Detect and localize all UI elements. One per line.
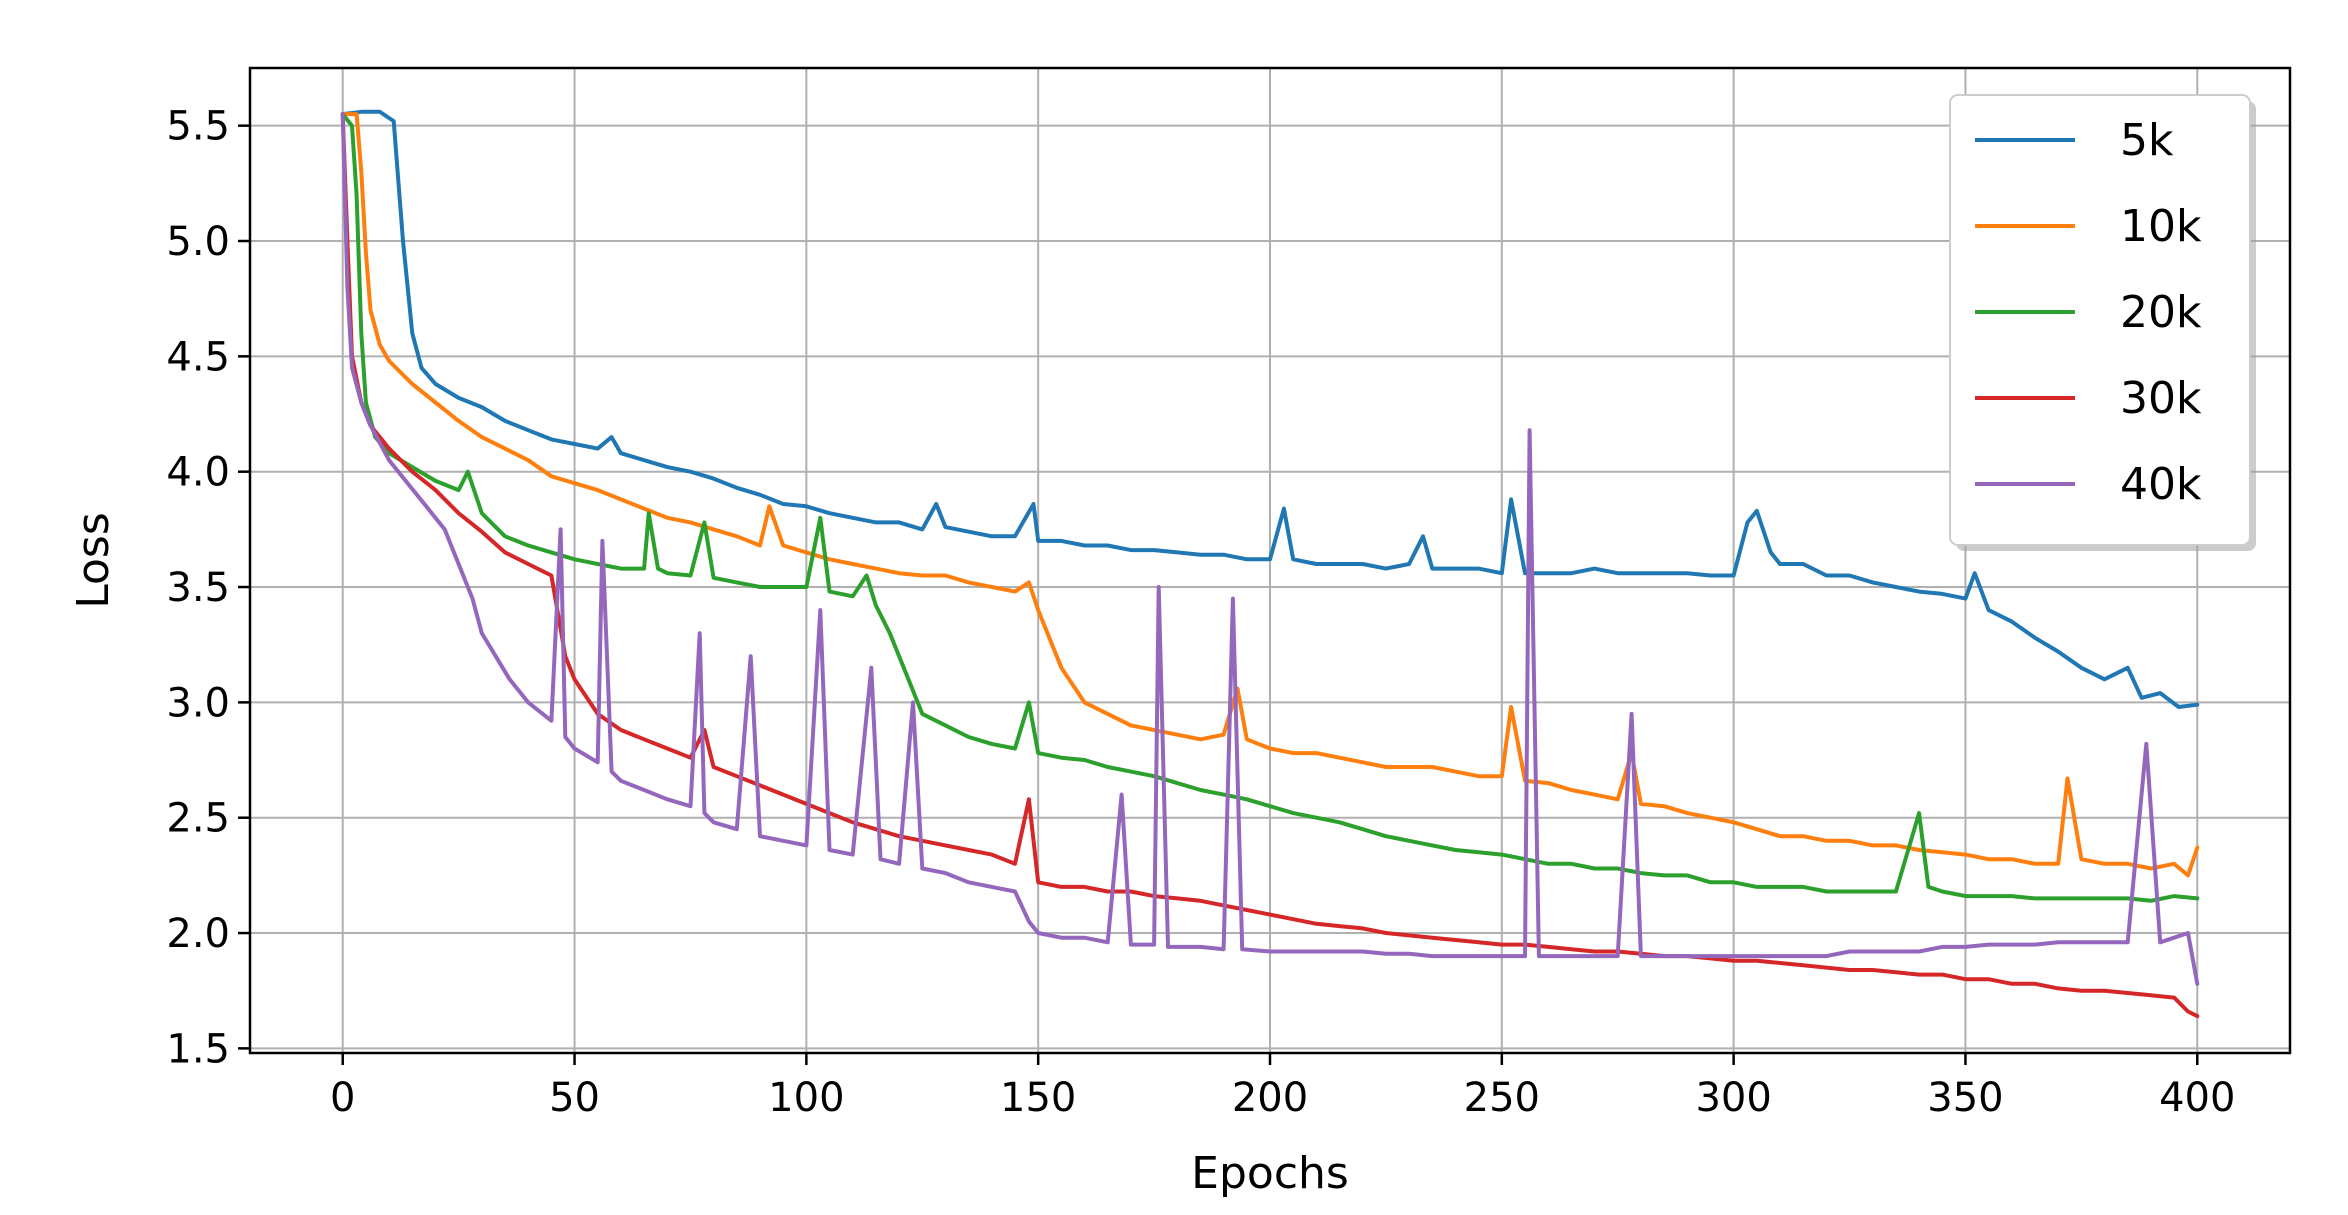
legend-label-20k: 20k	[2120, 287, 2202, 338]
y-tick-label: 5.5	[166, 104, 230, 150]
y-tick-label: 4.5	[166, 334, 230, 380]
legend-box	[1949, 94, 2251, 546]
x-tick-label: 150	[1000, 1075, 1076, 1121]
series-line-10k	[340, 112, 2200, 878]
y-tick-label: 4.0	[166, 450, 230, 496]
x-tick-label: 250	[1464, 1075, 1540, 1121]
y-axis-ticks: 1.5 2.0 2.5 3.0 3.5 4.0 4.5 5.0 5.5	[166, 104, 250, 1072]
legend: 5k 10k 20k 30k 40k	[1949, 94, 2256, 551]
y-tick-label: 2.0	[166, 911, 230, 957]
series-line-30k	[340, 112, 2200, 1019]
x-tick-label: 0	[330, 1075, 355, 1121]
x-tick-label: 300	[1695, 1075, 1771, 1121]
series-line-40k	[340, 112, 2200, 986]
legend-label-5k: 5k	[2120, 115, 2174, 166]
series-line-5k	[340, 109, 2200, 709]
x-axis-label: Epochs	[1191, 1148, 1349, 1199]
x-tick-label: 350	[1927, 1075, 2003, 1121]
y-tick-label: 1.5	[166, 1026, 230, 1072]
x-tick-label: 400	[2159, 1075, 2235, 1121]
legend-label-30k: 30k	[2120, 373, 2202, 424]
y-tick-label: 5.0	[166, 219, 230, 265]
y-axis-label: Loss	[68, 512, 119, 609]
x-tick-label: 100	[768, 1075, 844, 1121]
x-tick-label: 50	[549, 1075, 600, 1121]
y-tick-label: 3.0	[166, 680, 230, 726]
legend-label-10k: 10k	[2120, 201, 2202, 252]
x-tick-label: 200	[1232, 1075, 1308, 1121]
series-layer	[340, 109, 2200, 1019]
y-tick-label: 3.5	[166, 565, 230, 611]
series-line-20k	[340, 112, 2200, 903]
x-axis-ticks: 0 50 100 150 200 250 300 350 400	[330, 1053, 2235, 1121]
legend-label-40k: 40k	[2120, 459, 2202, 510]
y-tick-label: 2.5	[166, 796, 230, 842]
